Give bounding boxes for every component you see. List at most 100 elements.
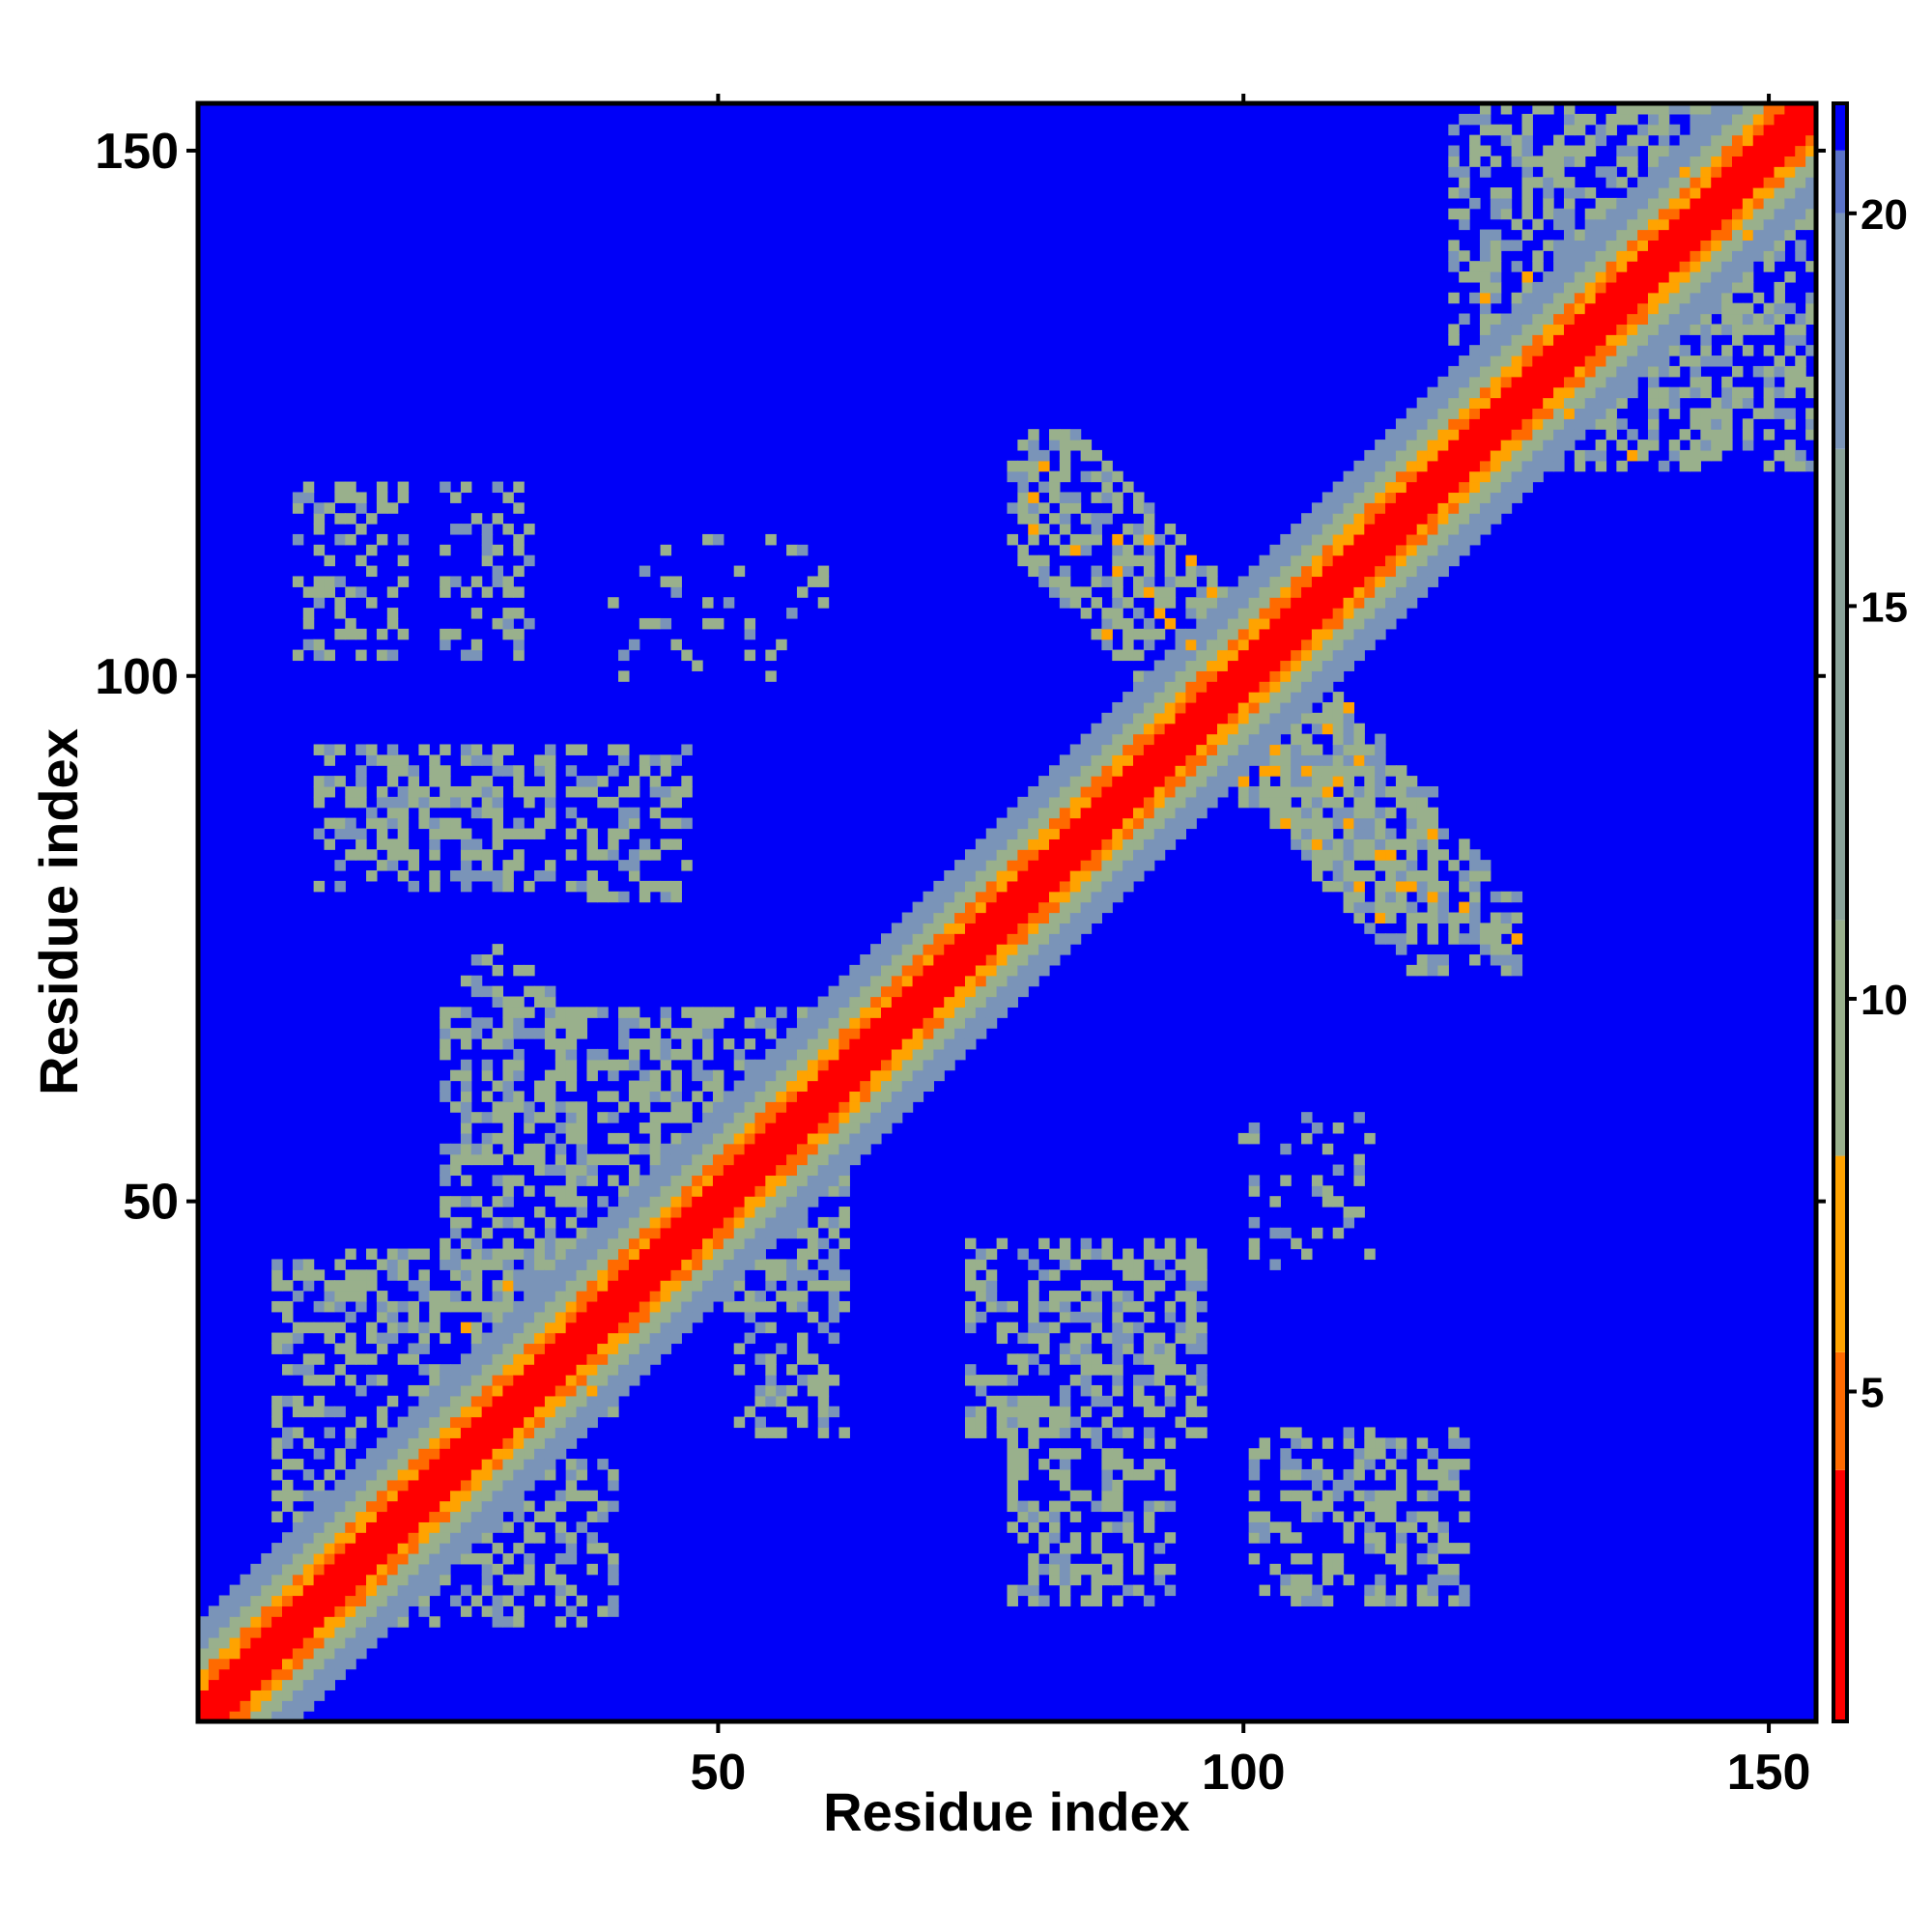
heatmap-cell <box>524 1291 535 1302</box>
heatmap-cell <box>733 1227 746 1239</box>
heatmap-cell <box>1185 1237 1197 1250</box>
heatmap-cell <box>1122 1521 1134 1533</box>
heatmap-cell <box>408 1479 420 1492</box>
heatmap-cell <box>1091 1280 1102 1292</box>
heatmap-cell <box>355 1300 367 1313</box>
heatmap-cell <box>302 1658 315 1670</box>
heatmap-cell <box>1080 1427 1093 1438</box>
heatmap-cell <box>1122 849 1134 861</box>
heatmap-cell <box>786 1269 798 1281</box>
heatmap-cell <box>817 1395 830 1407</box>
heatmap-cell <box>470 776 483 787</box>
heatmap-cell <box>660 1207 672 1218</box>
heatmap-cell <box>712 1196 724 1208</box>
heatmap-cell <box>586 1248 598 1261</box>
heatmap-cell <box>554 1101 567 1113</box>
heatmap-cell <box>765 1216 777 1229</box>
heatmap-cell <box>1038 796 1050 809</box>
heatmap-cell <box>450 1479 462 1492</box>
heatmap-cell <box>386 1543 399 1554</box>
heatmap-cell <box>1133 670 1145 682</box>
heatmap-cell <box>1479 397 1492 410</box>
heatmap-cell <box>681 1153 693 1166</box>
heatmap-cell <box>1311 597 1323 609</box>
heatmap-cell <box>618 1237 630 1250</box>
heatmap-cell <box>198 1616 210 1628</box>
heatmap-cell <box>229 1690 242 1701</box>
heatmap-cell <box>324 1658 335 1670</box>
heatmap-cell <box>1259 597 1271 609</box>
heatmap-cell <box>481 1207 494 1218</box>
heatmap-cell <box>554 1332 567 1345</box>
heatmap-cell <box>1059 860 1071 871</box>
heatmap-cell <box>954 944 966 955</box>
heatmap-cell <box>440 1364 451 1376</box>
heatmap-cell <box>1028 1259 1039 1270</box>
heatmap-cell <box>554 1007 567 1018</box>
heatmap-cell <box>271 1490 283 1502</box>
heatmap-cell <box>513 1416 525 1429</box>
heatmap-cell <box>828 1091 840 1102</box>
heatmap-cell <box>1122 554 1134 567</box>
heatmap-cell <box>796 1028 809 1039</box>
heatmap-cell <box>1479 944 1492 955</box>
heatmap-cell <box>1437 912 1449 923</box>
heatmap-cell <box>450 1216 462 1229</box>
heatmap-cell <box>271 1690 283 1701</box>
heatmap-cell <box>712 1132 724 1145</box>
heatmap-cell <box>1690 292 1701 304</box>
heatmap-cell <box>1237 754 1250 766</box>
heatmap-cell <box>933 1069 945 1082</box>
heatmap-cell <box>1616 418 1628 430</box>
heatmap-cell <box>1101 1459 1113 1470</box>
heatmap-cell <box>1353 1490 1365 1502</box>
heatmap-cell <box>870 1059 882 1071</box>
heatmap-cell <box>1584 313 1597 326</box>
heatmap-cell <box>754 1007 766 1018</box>
heatmap-cell <box>1237 765 1250 777</box>
heatmap-cell <box>1091 891 1102 903</box>
heatmap-cell <box>817 1101 830 1113</box>
heatmap-cell <box>597 1048 609 1061</box>
heatmap-cell <box>817 597 830 609</box>
heatmap-cell <box>576 1122 588 1134</box>
heatmap-cell <box>817 1416 830 1429</box>
heatmap-cell <box>524 1375 535 1386</box>
heatmap-cell <box>397 1248 410 1261</box>
heatmap-cell <box>1038 891 1050 903</box>
heatmap-cell <box>1406 776 1418 787</box>
heatmap-cell <box>1469 912 1481 923</box>
heatmap-cell <box>1543 324 1554 335</box>
heatmap-cell <box>964 944 977 955</box>
heatmap-cell <box>450 524 462 535</box>
heatmap-cell <box>418 807 430 819</box>
heatmap-cell <box>860 1017 871 1029</box>
heatmap-cell <box>649 1122 662 1134</box>
heatmap-cell <box>366 1574 378 1586</box>
heatmap-cell <box>1574 418 1586 430</box>
heatmap-cell <box>1332 880 1345 893</box>
heatmap-cell <box>754 1059 766 1071</box>
heatmap-cell <box>440 1291 451 1302</box>
heatmap-cell <box>1080 1248 1093 1261</box>
heatmap-cell <box>786 608 798 619</box>
heatmap-cell <box>302 1259 315 1270</box>
heatmap-cell <box>1227 712 1239 724</box>
heatmap-cell <box>1112 776 1123 787</box>
heatmap-cell <box>681 744 693 755</box>
heatmap-cell <box>502 617 514 630</box>
heatmap-cell <box>1416 838 1429 850</box>
heatmap-cell <box>1028 449 1039 462</box>
heatmap-cell <box>723 1038 735 1050</box>
heatmap-cell <box>345 1647 356 1660</box>
heatmap-cell <box>1500 324 1513 335</box>
heatmap-cell <box>1637 134 1649 147</box>
heatmap-cell <box>608 1280 619 1292</box>
heatmap-cell <box>1143 765 1155 777</box>
heatmap-cell <box>660 1311 672 1323</box>
heatmap-cell <box>933 996 945 1008</box>
heatmap-cell <box>1490 397 1502 410</box>
heatmap-cell <box>1185 796 1197 809</box>
heatmap-cell <box>776 1132 787 1145</box>
heatmap-cell <box>807 1175 819 1186</box>
